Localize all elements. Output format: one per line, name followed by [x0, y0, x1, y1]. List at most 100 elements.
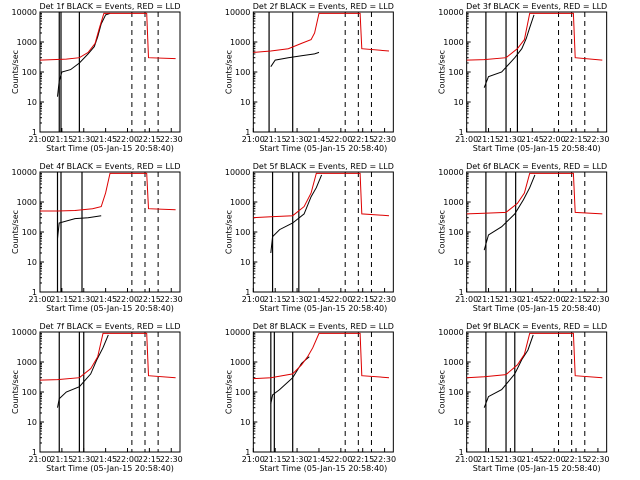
chart-title: Det 2f BLACK = Events, RED = LLD	[253, 2, 394, 11]
x-tick-label: 21:00	[28, 455, 51, 464]
x-axis-label: Start Time (05-Jan-15 20:58:40)	[259, 144, 387, 153]
x-tick-label: 21:15	[477, 295, 500, 304]
x-tick-label: 21:00	[242, 295, 265, 304]
y-tick-label: 10	[27, 418, 37, 427]
chart-title: Det 9f BLACK = Events, RED = LLD	[466, 322, 607, 331]
x-axis-label: Start Time (05-Jan-15 20:58:40)	[259, 304, 387, 313]
x-tick-label: 22:00	[329, 135, 352, 144]
x-tick-label: 22:30	[160, 135, 183, 144]
lld-series-line	[466, 172, 603, 215]
y-tick-label: 1000	[230, 198, 250, 207]
x-tick-label: 22:30	[586, 455, 609, 464]
x-tick-label: 22:00	[116, 135, 139, 144]
x-tick-label: 21:45	[521, 455, 544, 464]
y-tick-label: 1	[245, 128, 250, 137]
x-axis-label: Start Time (05-Jan-15 20:58:40)	[46, 464, 174, 473]
y-tick-label: 1	[459, 288, 464, 297]
events-series-line	[57, 12, 111, 97]
y-axis-label: Counts/sec	[11, 50, 20, 94]
y-tick-label: 10000	[225, 168, 250, 177]
x-tick-label: 22:30	[586, 135, 609, 144]
y-tick-label: 100	[448, 228, 463, 237]
x-tick-label: 22:15	[351, 295, 374, 304]
y-tick-label: 10000	[225, 328, 250, 337]
x-tick-label: 21:15	[477, 455, 500, 464]
x-axis-label: Start Time (05-Jan-15 20:58:40)	[473, 144, 601, 153]
events-series-line	[483, 14, 535, 88]
x-tick-label: 21:45	[521, 295, 544, 304]
y-tick-label: 10	[240, 98, 250, 107]
x-tick-label: 22:15	[565, 455, 588, 464]
y-tick-label: 1000	[17, 198, 37, 207]
chart-panel-8: Det 8f BLACK = Events, RED = LLD 1 10 100 10…	[224, 322, 396, 473]
x-axis-label: Start Time (05-Jan-15 20:58:40)	[473, 464, 601, 473]
x-tick-label: 21:00	[242, 455, 265, 464]
y-tick-label: 100	[235, 388, 250, 397]
x-tick-label: 21:45	[94, 295, 117, 304]
x-tick-label: 22:30	[373, 455, 396, 464]
chart-title: Det 1f BLACK = Events, RED = LLD	[39, 2, 180, 11]
y-tick-label: 1000	[443, 358, 463, 367]
y-tick-label: 1	[32, 128, 37, 137]
y-tick-label: 10000	[12, 328, 37, 337]
y-tick-label: 10	[27, 258, 37, 267]
x-axis-label: Start Time (05-Jan-15 20:58:40)	[46, 144, 174, 153]
y-tick-label: 1	[32, 288, 37, 297]
x-tick-label: 21:45	[94, 135, 117, 144]
y-tick-label: 10	[240, 258, 250, 267]
lld-series-line	[253, 172, 390, 219]
y-tick-label: 100	[448, 388, 463, 397]
y-axis-label: Counts/sec	[11, 370, 20, 414]
y-tick-label: 100	[235, 68, 250, 77]
x-tick-label: 22:15	[351, 135, 374, 144]
y-axis-label: Counts/sec	[438, 210, 447, 254]
y-tick-label: 10	[453, 98, 463, 107]
x-tick-label: 22:30	[160, 455, 183, 464]
y-tick-label: 10000	[12, 168, 37, 177]
y-tick-label: 100	[448, 68, 463, 77]
x-tick-label: 21:15	[264, 455, 287, 464]
x-tick-label: 21:15	[50, 295, 73, 304]
y-axis-label: Counts/sec	[224, 50, 233, 94]
chart-panel-1: Det 1f BLACK = Events, RED = LLD 1 10 100 10…	[11, 2, 183, 153]
x-tick-label: 22:00	[329, 295, 352, 304]
lld-series-line	[466, 332, 603, 379]
y-tick-label: 1000	[17, 38, 37, 47]
events-series-line	[483, 174, 536, 251]
x-tick-label: 22:15	[565, 295, 588, 304]
y-axis-label: Counts/sec	[438, 370, 447, 414]
events-series-line	[57, 215, 102, 239]
y-tick-label: 10000	[438, 168, 463, 177]
y-tick-label: 1	[459, 128, 464, 137]
chart-panel-6: Det 6f BLACK = Events, RED = LLD 1 10 100 10…	[438, 162, 610, 313]
lld-series-line	[39, 12, 176, 61]
y-axis-label: Counts/sec	[11, 210, 20, 254]
x-tick-label: 21:00	[455, 455, 478, 464]
y-tick-label: 10	[453, 418, 463, 427]
y-axis-label: Counts/sec	[438, 50, 447, 94]
x-tick-label: 21:30	[499, 135, 522, 144]
y-tick-label: 1000	[17, 358, 37, 367]
y-tick-label: 1	[245, 288, 250, 297]
x-tick-label: 21:15	[50, 135, 73, 144]
x-tick-label: 22:15	[138, 455, 161, 464]
y-tick-label: 100	[22, 68, 37, 77]
x-tick-label: 22:00	[543, 295, 566, 304]
x-tick-label: 22:15	[351, 455, 374, 464]
x-tick-label: 21:15	[264, 295, 287, 304]
x-tick-label: 21:30	[72, 295, 95, 304]
x-tick-label: 21:00	[455, 295, 478, 304]
x-tick-label: 21:00	[455, 135, 478, 144]
y-tick-label: 10000	[225, 8, 250, 17]
x-tick-label: 21:45	[307, 135, 330, 144]
x-tick-label: 21:30	[499, 455, 522, 464]
x-axis-label: Start Time (05-Jan-15 20:58:40)	[259, 464, 387, 473]
plot-frame	[466, 171, 608, 293]
x-tick-label: 22:15	[565, 135, 588, 144]
x-tick-label: 21:30	[499, 295, 522, 304]
x-tick-label: 21:15	[477, 135, 500, 144]
y-tick-label: 100	[235, 228, 250, 237]
x-tick-label: 22:30	[586, 295, 609, 304]
events-series-line	[270, 356, 310, 404]
x-tick-label: 22:15	[138, 295, 161, 304]
